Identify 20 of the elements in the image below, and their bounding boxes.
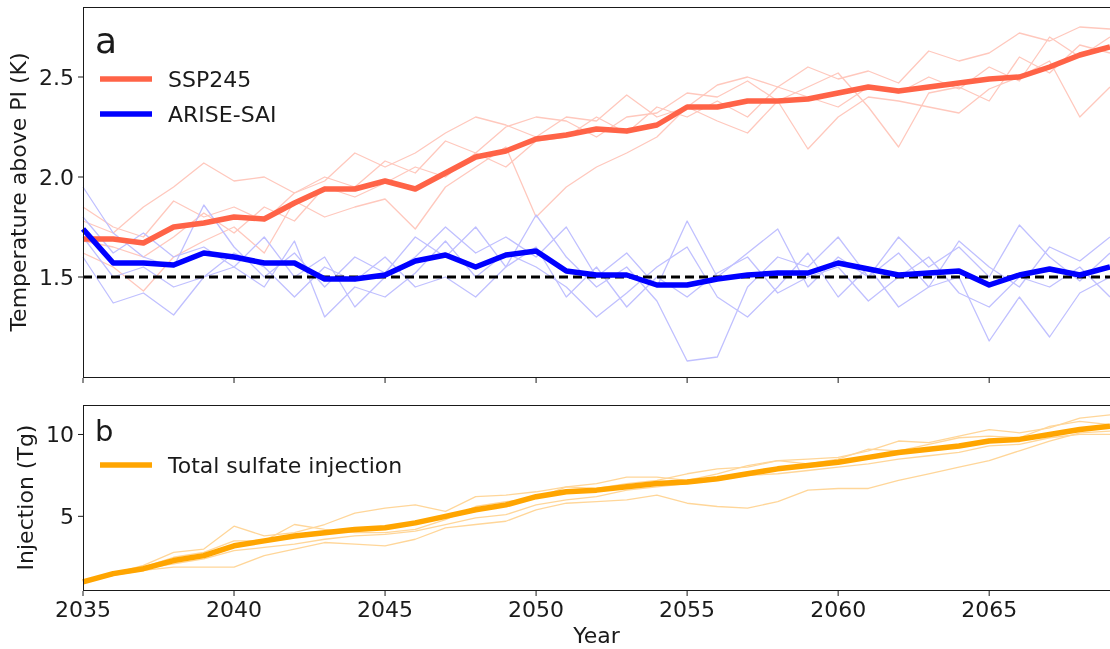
x-tick-label: 2045: [357, 597, 414, 622]
x-tick-label: 2050: [508, 597, 565, 622]
x-tick-label: 2055: [659, 597, 716, 622]
y-axis-title: Injection (Tg): [13, 424, 39, 571]
x-axis-title: Year: [572, 623, 621, 648]
legend-label: ARISE-SAI: [168, 101, 277, 127]
y-axis-title: Temperature above PI (K): [6, 52, 32, 333]
y-tick-label: 2.0: [39, 164, 74, 190]
annotation: b: [95, 414, 114, 448]
legend-label: Total sulfate injection: [167, 452, 403, 478]
y-tick-label: 5: [60, 504, 74, 530]
x-tick-label: 2065: [961, 597, 1018, 622]
x-tick-label: 2040: [206, 597, 263, 622]
y-tick-label: 1.5: [39, 264, 74, 290]
legend-label: SSP245: [168, 66, 252, 92]
annotation: a: [95, 20, 118, 61]
y-tick-label: 2.5: [39, 64, 74, 90]
x-tick-label: 2035: [55, 597, 111, 622]
x-tick-label: 2060: [810, 597, 867, 622]
y-tick-label: 10: [46, 422, 74, 448]
